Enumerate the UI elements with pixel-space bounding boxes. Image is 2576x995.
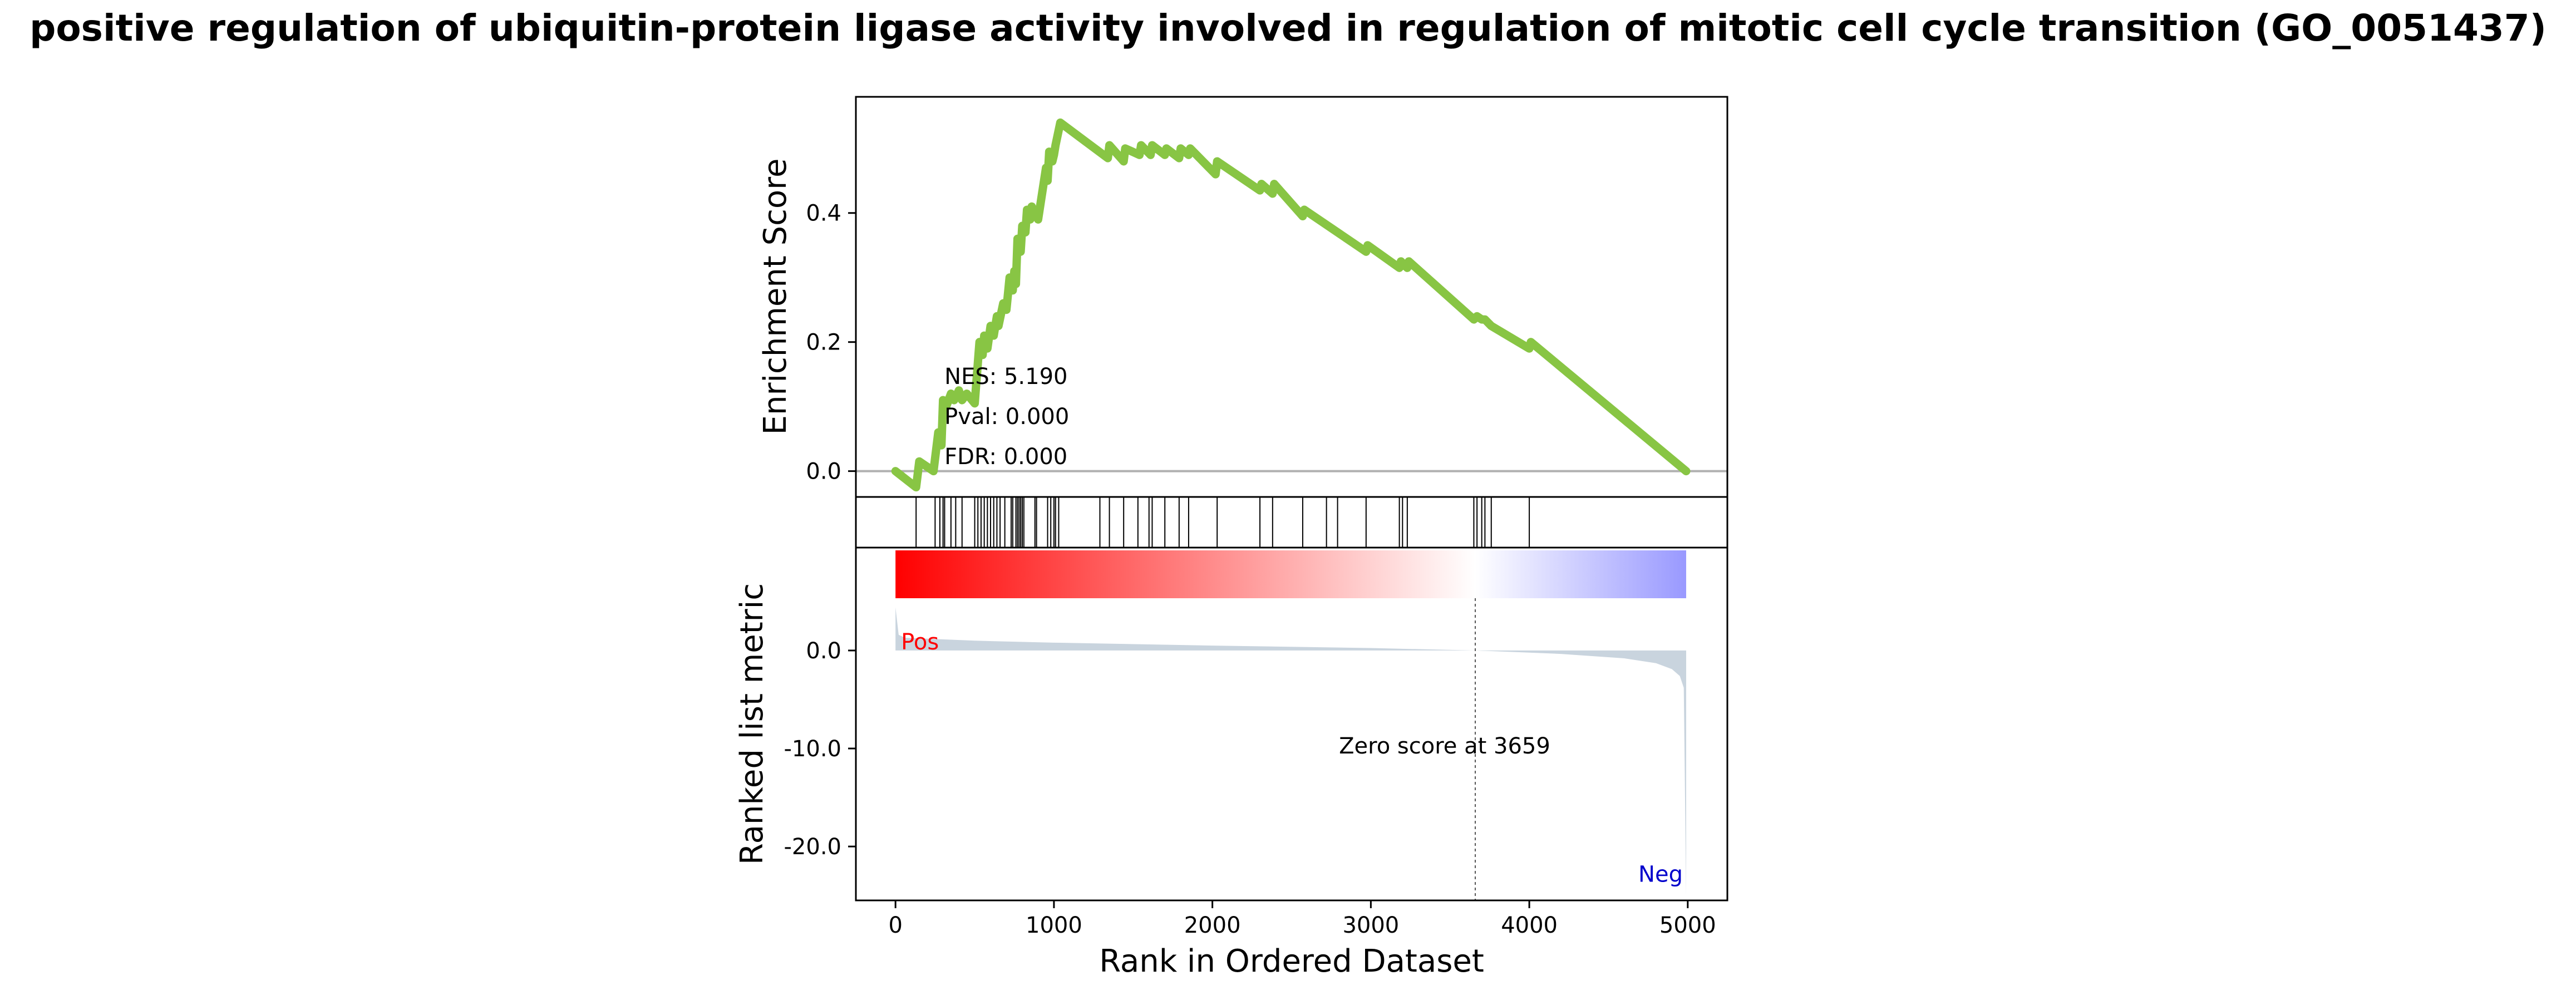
y-tick-label: -20.0	[784, 834, 842, 860]
pval-label: Pval: 0.000	[944, 404, 1069, 430]
y-tick-label: 0.2	[806, 330, 841, 356]
chart-title: positive regulation of ubiquitin-protein…	[29, 7, 2547, 50]
zero-score-label: Zero score at 3659	[1339, 733, 1550, 759]
nes-label: NES: 5.190	[944, 364, 1067, 390]
x-tick-label: 0	[888, 913, 902, 938]
y-tick-label: -10.0	[784, 736, 842, 762]
enrichment-score-line	[891, 118, 1691, 492]
hit-markers	[915, 497, 1530, 548]
enrichment-y-axis-ticks: 0.0 0.2 0.4	[806, 201, 856, 485]
ranked-y-axis-ticks: 0.0 -10.0 -20.0	[784, 638, 856, 860]
enrichment-y-axis-label: Enrichment Score	[757, 159, 794, 435]
fdr-label: FDR: 0.000	[944, 444, 1067, 470]
pos-label: Pos	[901, 629, 939, 655]
ranked-panel-frame	[855, 546, 1728, 902]
x-tick-label: 5000	[1659, 913, 1716, 938]
x-axis-ticks: 0 1000 2000 3000 4000 5000	[888, 900, 1716, 938]
y-tick-label: 0.0	[806, 459, 841, 485]
ranked-metric-area	[895, 607, 1686, 896]
x-tick-label: 2000	[1184, 913, 1241, 938]
hits-panel-frame	[855, 496, 1728, 549]
enrichment-panel-frame	[855, 96, 1728, 498]
neg-label: Neg	[1638, 862, 1683, 888]
y-tick-label: 0.0	[806, 638, 841, 664]
rank-color-gradient-bar	[895, 550, 1686, 598]
x-tick-label: 3000	[1342, 913, 1399, 938]
x-axis-label: Rank in Ordered Dataset	[1099, 943, 1484, 979]
y-tick-label: 0.4	[806, 201, 841, 226]
ranked-y-axis-label: Ranked list metric	[734, 583, 770, 865]
x-tick-label: 1000	[1026, 913, 1082, 938]
x-tick-label: 4000	[1501, 913, 1558, 938]
